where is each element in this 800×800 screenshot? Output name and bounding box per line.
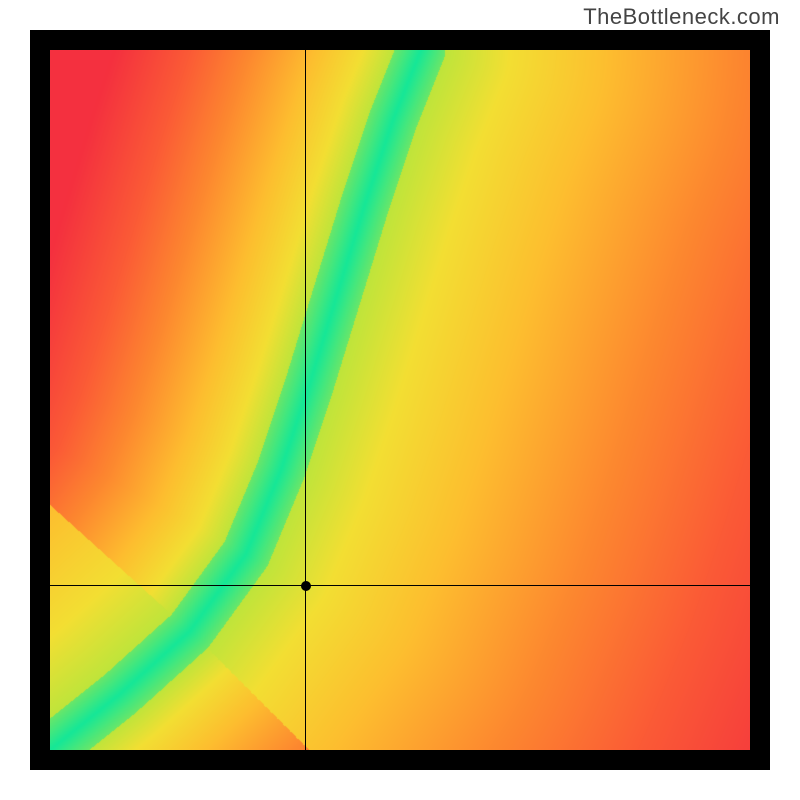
crosshair-horizontal-line <box>50 585 750 586</box>
chart-frame <box>30 30 770 770</box>
plot-area <box>50 50 750 750</box>
watermark-text: TheBottleneck.com <box>583 4 780 30</box>
crosshair-marker <box>301 581 311 591</box>
crosshair-vertical-line <box>305 50 306 750</box>
root-container: TheBottleneck.com <box>0 0 800 800</box>
heatmap-canvas <box>50 50 750 750</box>
